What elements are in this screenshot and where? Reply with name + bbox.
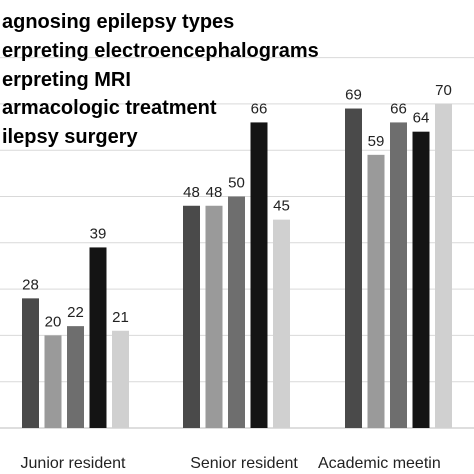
bar-series5-academic-meeting [435,103,452,429]
category-labels: Junior resident Senior resident Academic… [21,455,441,472]
value-label: 45 [273,198,290,215]
bar-series1-academic-meeting [345,108,362,428]
category-label-academic-meeting: Academic meetin [318,455,441,472]
bar-series3-senior-resident [228,196,245,428]
bar-series4-junior-resident [89,247,107,428]
legend: agnosing epilepsy types erpreting electr… [2,11,319,148]
bar-series3-junior-resident [67,326,84,428]
legend-item-interpreting-mri: erpreting MRI [2,69,131,91]
value-label: 48 [183,184,200,201]
value-label: 39 [90,225,107,242]
bar-series4-senior-resident [250,122,268,429]
value-label: 64 [413,110,430,127]
legend-item-diagnosing-epilepsy-types: agnosing epilepsy types [2,11,234,33]
bar-series5-senior-resident [273,219,290,428]
category-label-senior-resident: Senior resident [190,455,298,472]
value-label: 28 [22,276,39,293]
bars [22,103,452,429]
value-label: 50 [228,175,245,192]
bar-series2-junior-resident [44,335,62,428]
bar-series1-senior-resident [183,205,200,428]
value-label: 69 [345,87,362,104]
value-label: 66 [251,100,268,117]
bar-series5-junior-resident [112,330,129,428]
legend-item-pharmacologic-treatment: armacologic treatment [2,97,217,119]
value-label: 66 [390,100,407,117]
value-label: 22 [67,304,84,321]
bar-series4-academic-meeting [412,131,430,428]
bar-series2-academic-meeting [367,154,385,428]
bar-series1-junior-resident [22,298,39,428]
value-label: 70 [435,82,452,99]
legend-item-interpreting-eeg: erpreting electroencephalograms [2,40,319,62]
value-labels: 28 48 69 20 48 59 22 50 66 39 66 64 21 45 70 [22,82,452,330]
bar-series3-academic-meeting [390,122,407,429]
value-label: 59 [368,133,385,150]
legend-item-epilepsy-surgery: ilepsy surgery [2,126,139,148]
value-label: 21 [112,309,129,326]
value-label: 48 [206,184,223,201]
category-label-junior-resident: Junior resident [21,455,127,472]
value-label: 20 [45,313,62,330]
bar-series2-senior-resident [205,205,223,428]
